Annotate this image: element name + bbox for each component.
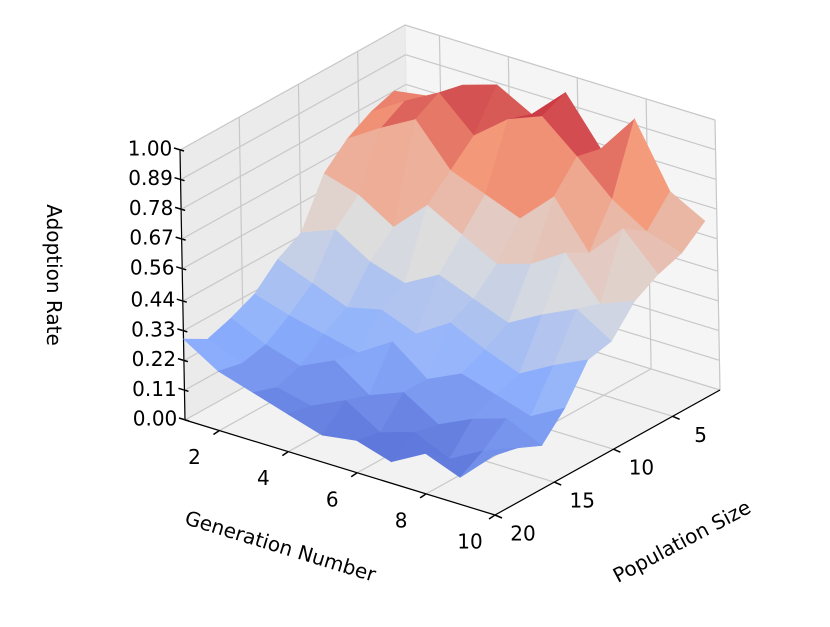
z-tick bbox=[174, 176, 185, 182]
x-tick-label: 10 bbox=[457, 530, 482, 554]
x-tick-label: 6 bbox=[326, 487, 339, 511]
x-tick-label: 2 bbox=[188, 445, 201, 469]
grid-line bbox=[179, 24, 406, 151]
z-tick bbox=[177, 328, 188, 333]
z-tick bbox=[175, 236, 186, 241]
z-tick-label: 0.11 bbox=[132, 377, 177, 401]
z-tick bbox=[173, 147, 185, 152]
y-tick-label: 10 bbox=[629, 456, 654, 480]
z-axis-label: Adoption Rate bbox=[42, 204, 66, 345]
axis-line bbox=[179, 149, 186, 421]
surface-patch bbox=[459, 447, 518, 478]
z-tick bbox=[177, 357, 189, 363]
y-tick bbox=[672, 415, 680, 421]
x-tick bbox=[281, 451, 289, 457]
x-axis-label: Generation Number bbox=[182, 506, 379, 587]
y-tick-label: 20 bbox=[510, 522, 535, 546]
z-tick-label: 0.67 bbox=[129, 226, 174, 250]
z-tick-label: 0.89 bbox=[128, 166, 173, 190]
z-tick bbox=[175, 266, 187, 271]
x-tick-label: 8 bbox=[395, 508, 408, 532]
z-tick bbox=[178, 387, 189, 393]
z-tick-label: 1.00 bbox=[128, 137, 173, 161]
grid-line bbox=[404, 24, 716, 121]
grid-line bbox=[714, 119, 721, 391]
z-tick-label: 0.56 bbox=[130, 255, 175, 279]
z-tick-label: 0.78 bbox=[129, 196, 174, 220]
grid-line bbox=[180, 83, 407, 210]
z-tick bbox=[176, 298, 188, 303]
x-tick bbox=[419, 493, 427, 499]
y-tick bbox=[553, 481, 562, 486]
x-tick bbox=[488, 514, 496, 520]
z-tick-label: 0.00 bbox=[133, 407, 178, 431]
x-tick bbox=[350, 472, 358, 478]
z-tick-label: 0.33 bbox=[131, 317, 176, 341]
grid-line bbox=[180, 54, 406, 181]
y-tick bbox=[613, 448, 621, 453]
axis-line bbox=[184, 419, 496, 516]
z-tick bbox=[174, 206, 186, 212]
z-tick-label: 0.44 bbox=[131, 288, 176, 312]
y-axis-label: Population Size bbox=[609, 495, 755, 588]
x-tick bbox=[213, 429, 220, 436]
y-tick bbox=[494, 514, 503, 519]
axis-line bbox=[494, 389, 721, 516]
x-tick-label: 4 bbox=[257, 466, 270, 490]
y-tick-label: 5 bbox=[694, 423, 707, 447]
y-tick-label: 15 bbox=[569, 489, 594, 513]
z-tick-label: 0.22 bbox=[132, 347, 177, 371]
